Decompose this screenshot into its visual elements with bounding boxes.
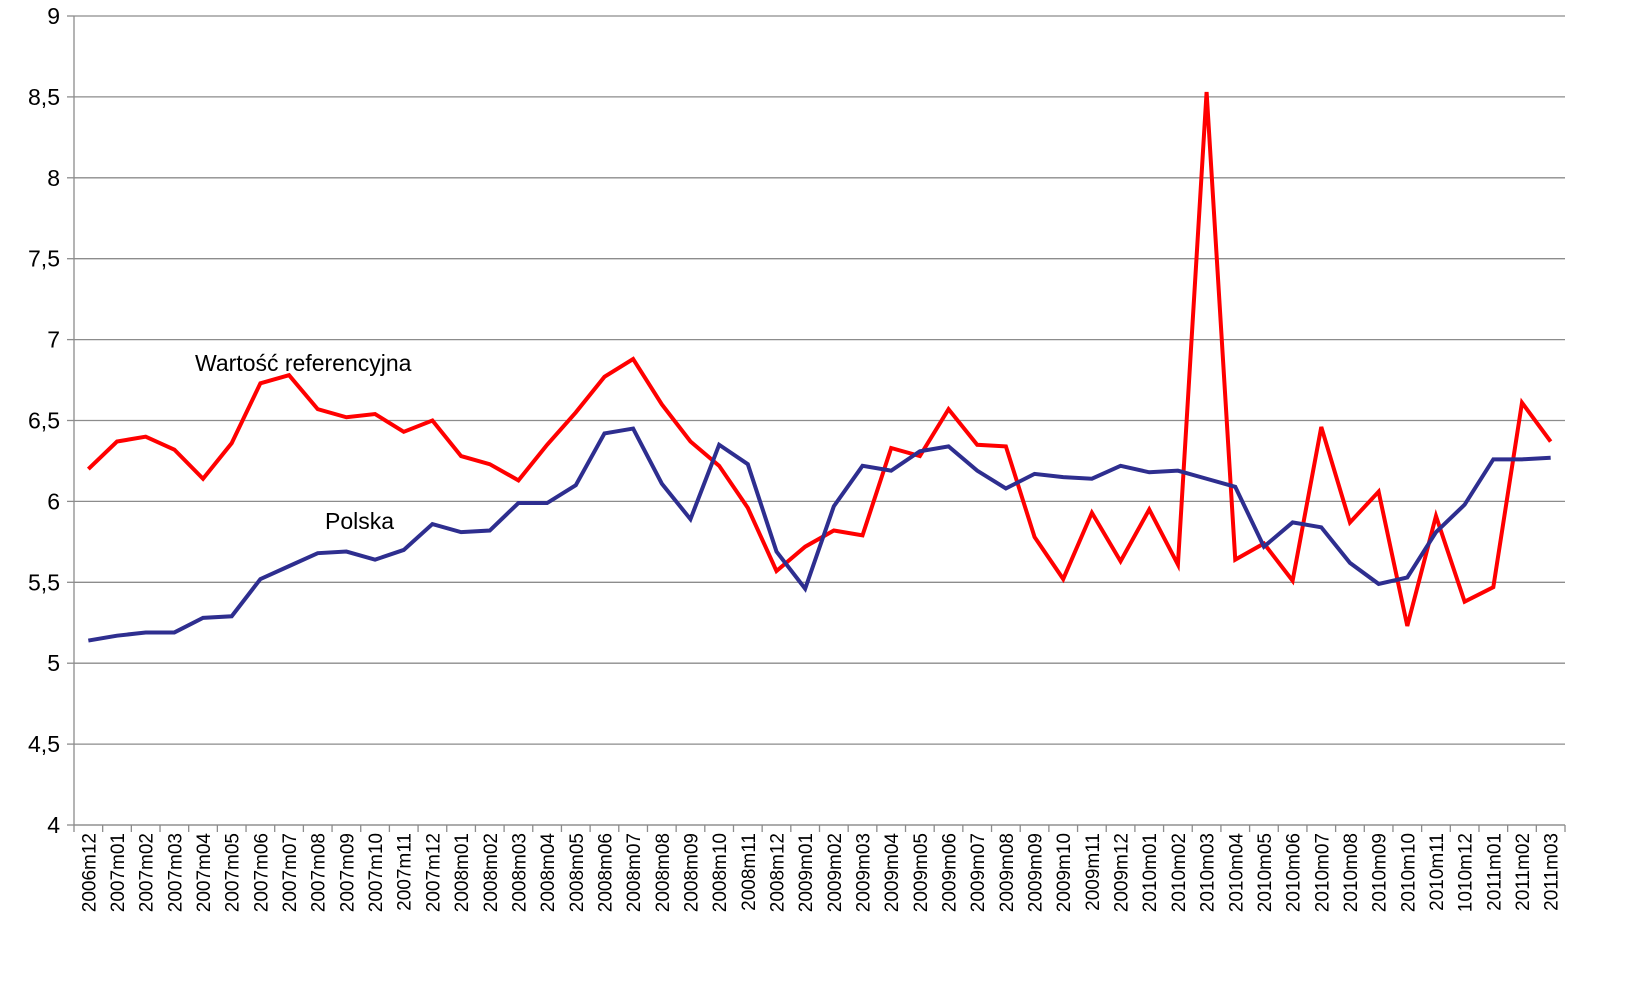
x-tick-label: 2009m10	[1054, 833, 1075, 912]
x-tick-label: 2008m11	[739, 833, 760, 911]
x-tick-label: 1010m12	[1456, 833, 1477, 912]
x-tick-label: 2010m07	[1312, 833, 1333, 912]
x-tick-label: 2007m02	[137, 833, 158, 912]
y-tick-label: 6	[47, 488, 60, 514]
x-tick-label: 2007m12	[423, 833, 444, 912]
series-label: Wartość referencyjna	[195, 350, 412, 376]
x-tick-label: 2008m01	[452, 833, 473, 912]
x-tick-label: 2008m10	[710, 833, 731, 912]
x-tick-label: 2008m12	[767, 833, 788, 912]
x-tick-label: 2007m08	[309, 833, 330, 912]
x-tick-label: 2008m09	[681, 833, 702, 912]
y-tick-label: 5,5	[28, 569, 60, 595]
x-tick-label: 2009m06	[940, 833, 961, 912]
x-tick-label: 2007m03	[165, 833, 186, 912]
x-tick-label: 2009m02	[825, 833, 846, 912]
x-tick-label: 2007m05	[223, 833, 244, 912]
x-tick-label: 2008m07	[624, 833, 645, 912]
x-tick-label: 2010m01	[1140, 833, 1161, 912]
y-tick-label: 8	[47, 165, 60, 191]
x-tick-label: 2007m09	[337, 833, 358, 912]
y-tick-label: 8,5	[28, 84, 60, 110]
y-tick-label: 5	[47, 650, 60, 676]
x-tick-label: 2009m01	[796, 833, 817, 912]
x-tick-label: 2009m04	[882, 833, 903, 913]
x-tick-label: 2007m07	[280, 833, 301, 912]
x-tick-label: 2010m11	[1427, 833, 1448, 911]
x-tick-label: 2009m03	[854, 833, 875, 912]
x-tick-label: 2007m06	[251, 833, 272, 912]
series-line	[86, 91, 1553, 627]
x-tick-label: 2008m04	[538, 833, 559, 913]
series-line	[88, 426, 1551, 643]
x-tick-label: 2008m05	[567, 833, 588, 912]
x-tick-label: 2009m09	[1026, 833, 1047, 912]
y-tick-label: 7,5	[28, 246, 60, 272]
y-tick-label: 4	[47, 812, 60, 838]
x-tick-label: 2008m02	[481, 833, 502, 912]
x-tick-label: 2010m06	[1284, 833, 1305, 912]
x-tick-label: 2010m04	[1226, 833, 1247, 913]
x-tick-label: 2010m08	[1341, 833, 1362, 912]
x-tick-label: 2010m10	[1398, 833, 1419, 912]
x-tick-label: 2007m10	[366, 833, 387, 912]
y-tick-label: 7	[47, 327, 60, 353]
y-tick-label: 6,5	[28, 408, 60, 434]
x-tick-label: 2008m06	[595, 833, 616, 912]
x-tick-label: 2009m12	[1112, 833, 1133, 912]
x-tick-label: 2010m09	[1370, 833, 1391, 912]
x-tick-label: 2006m12	[79, 833, 100, 912]
x-tick-label: 2010m02	[1169, 833, 1190, 912]
x-tick-label: 2007m11	[395, 833, 416, 911]
y-tick-label: 9	[47, 3, 60, 29]
x-tick-label: 2008m03	[509, 833, 530, 912]
x-tick-label: 2010m03	[1198, 833, 1219, 912]
x-tick-label: 2008m08	[653, 833, 674, 912]
x-tick-label: 2011m02	[1513, 833, 1534, 911]
series-label: Polska	[325, 508, 394, 534]
x-tick-label: 2010m05	[1255, 833, 1276, 912]
x-tick-label: 2009m05	[911, 833, 932, 912]
y-tick-label: 4,5	[28, 731, 60, 757]
x-tick-label: 2009m07	[968, 833, 989, 912]
x-tick-label: 2009m08	[997, 833, 1018, 912]
x-tick-label: 2007m01	[108, 833, 129, 912]
x-tick-label: 2011m01	[1484, 833, 1505, 911]
x-tick-label: 2011m03	[1542, 833, 1563, 911]
x-tick-label: 2007m04	[194, 833, 215, 913]
x-tick-label: 2009m11	[1083, 833, 1104, 911]
